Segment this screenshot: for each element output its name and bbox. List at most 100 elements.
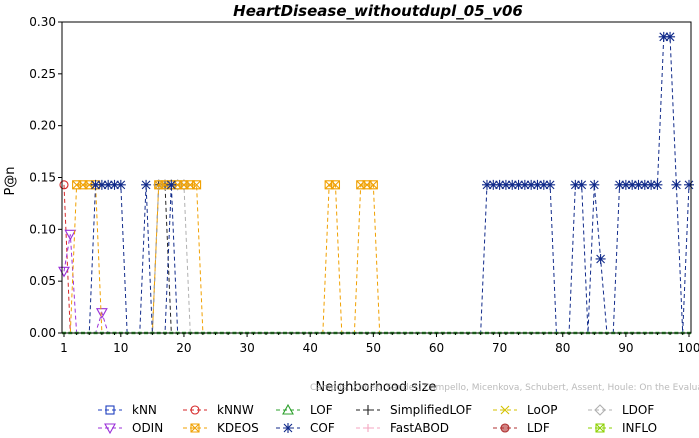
y-tick-label: 0.05 xyxy=(29,274,56,288)
legend-item-fastabod: FastABOD xyxy=(356,421,449,435)
data-point xyxy=(96,179,107,190)
data-point xyxy=(95,308,108,319)
data-point xyxy=(684,179,694,190)
data-point xyxy=(545,179,556,190)
watermark: Campos, Zimek, Sander, Campello, Micenko… xyxy=(310,383,699,393)
legend-label: kNN xyxy=(132,403,157,417)
data-point xyxy=(494,179,505,190)
data-point xyxy=(166,179,177,190)
data-point xyxy=(614,179,625,190)
legend-label: INFLO xyxy=(622,421,657,434)
series-ldof xyxy=(64,179,689,334)
legend-label: LDOF xyxy=(622,403,654,417)
legend-marker xyxy=(500,405,510,415)
chart-title: HeartDisease_withoutdupl_05_v06 xyxy=(233,2,523,20)
legend-marker xyxy=(500,423,510,433)
data-point xyxy=(595,253,606,264)
legend-label: COF xyxy=(310,421,335,434)
legend-marker xyxy=(190,405,200,415)
legend: kNN kNNW LOF SimplifiedLOF LoOP LDOF ODIN KDEOS… xyxy=(98,403,657,435)
x-tick-label: 10 xyxy=(113,341,128,355)
data-point xyxy=(481,179,492,190)
legend-label: ODIN xyxy=(132,421,163,434)
data-point xyxy=(141,179,152,190)
data-point xyxy=(64,229,77,241)
data-point xyxy=(665,31,676,42)
x-tick-label: 40 xyxy=(303,341,318,355)
y-tick-label: 0.25 xyxy=(29,67,56,81)
legend-marker xyxy=(364,424,372,432)
legend-marker xyxy=(190,423,200,433)
legend-label: LDF xyxy=(527,421,550,434)
data-point xyxy=(639,179,650,190)
plot-area xyxy=(58,31,694,335)
legend-item-ldof: LDOF xyxy=(588,403,654,417)
legend-marker xyxy=(595,423,605,433)
data-point xyxy=(192,180,202,190)
y-tick-label: 0.15 xyxy=(29,171,56,185)
data-point xyxy=(646,179,657,190)
legend-item-lof: LOF xyxy=(276,403,333,417)
series-line xyxy=(64,184,689,334)
series-line xyxy=(64,184,689,334)
x-tick-label: 60 xyxy=(429,341,444,355)
y-tick-label: 0.20 xyxy=(29,119,56,133)
data-point xyxy=(538,179,549,190)
legend-item-knnw: kNNW xyxy=(183,403,254,417)
x-tick-label: 80 xyxy=(555,341,570,355)
legend-marker xyxy=(282,403,294,415)
x-tick-label: 30 xyxy=(239,341,254,355)
data-point xyxy=(633,179,644,190)
data-point xyxy=(526,179,537,190)
legend-marker xyxy=(363,405,373,415)
series-knnw xyxy=(59,180,71,334)
data-point xyxy=(507,179,518,190)
axes: 0.00 0.05 0.10 0.15 0.20 0.25 0.30 1 10 20 30 40 50 6… xyxy=(29,15,699,355)
data-point xyxy=(115,179,126,190)
x-axis-label: Neighborhood size xyxy=(316,380,437,395)
plot-frame xyxy=(61,21,692,334)
legend-item-odin: ODIN xyxy=(98,421,163,435)
data-point xyxy=(178,179,190,191)
legend-label: LoOP xyxy=(527,403,558,417)
x-tick-label: 1 xyxy=(60,341,68,355)
legend-item-cof: COF xyxy=(276,421,335,435)
legend-item-kdeos: KDEOS xyxy=(183,421,259,435)
legend-item-simplifiedlof: SimplifiedLOF xyxy=(356,403,472,417)
legend-label: FastABOD xyxy=(390,421,449,434)
legend-marker xyxy=(594,404,606,416)
legend-marker xyxy=(283,423,293,433)
legend-item-loop: LoOP xyxy=(493,403,558,417)
data-point xyxy=(109,179,120,190)
data-point xyxy=(532,179,543,190)
y-tick-label: 0.00 xyxy=(29,326,56,340)
data-point xyxy=(627,179,638,190)
series-cof xyxy=(64,31,694,334)
data-point xyxy=(500,179,511,190)
legend-label: KDEOS xyxy=(217,421,259,434)
data-point xyxy=(103,179,114,190)
data-point xyxy=(620,179,631,190)
data-point xyxy=(658,31,669,42)
data-point xyxy=(519,179,530,190)
data-point xyxy=(488,179,499,190)
data-point xyxy=(513,179,524,190)
data-point xyxy=(368,180,378,190)
legend-label: kNNW xyxy=(217,403,254,417)
x-tick-label: 50 xyxy=(366,341,381,355)
data-point xyxy=(59,180,69,190)
data-point xyxy=(570,179,581,190)
x-tick-label: 20 xyxy=(176,341,191,355)
x-tick-label: 70 xyxy=(492,341,507,355)
data-point xyxy=(652,179,663,190)
y-axis-label: P@n xyxy=(3,166,18,195)
x-tick-label: 100 xyxy=(678,341,699,355)
legend-label: SimplifiedLOF xyxy=(390,403,472,417)
x-tick-label: 90 xyxy=(618,341,633,355)
legend-item-ldf: LDF xyxy=(493,421,550,435)
legend-marker xyxy=(105,405,115,415)
data-point xyxy=(576,179,587,190)
legend-label: LOF xyxy=(310,403,333,417)
data-point xyxy=(90,179,101,190)
